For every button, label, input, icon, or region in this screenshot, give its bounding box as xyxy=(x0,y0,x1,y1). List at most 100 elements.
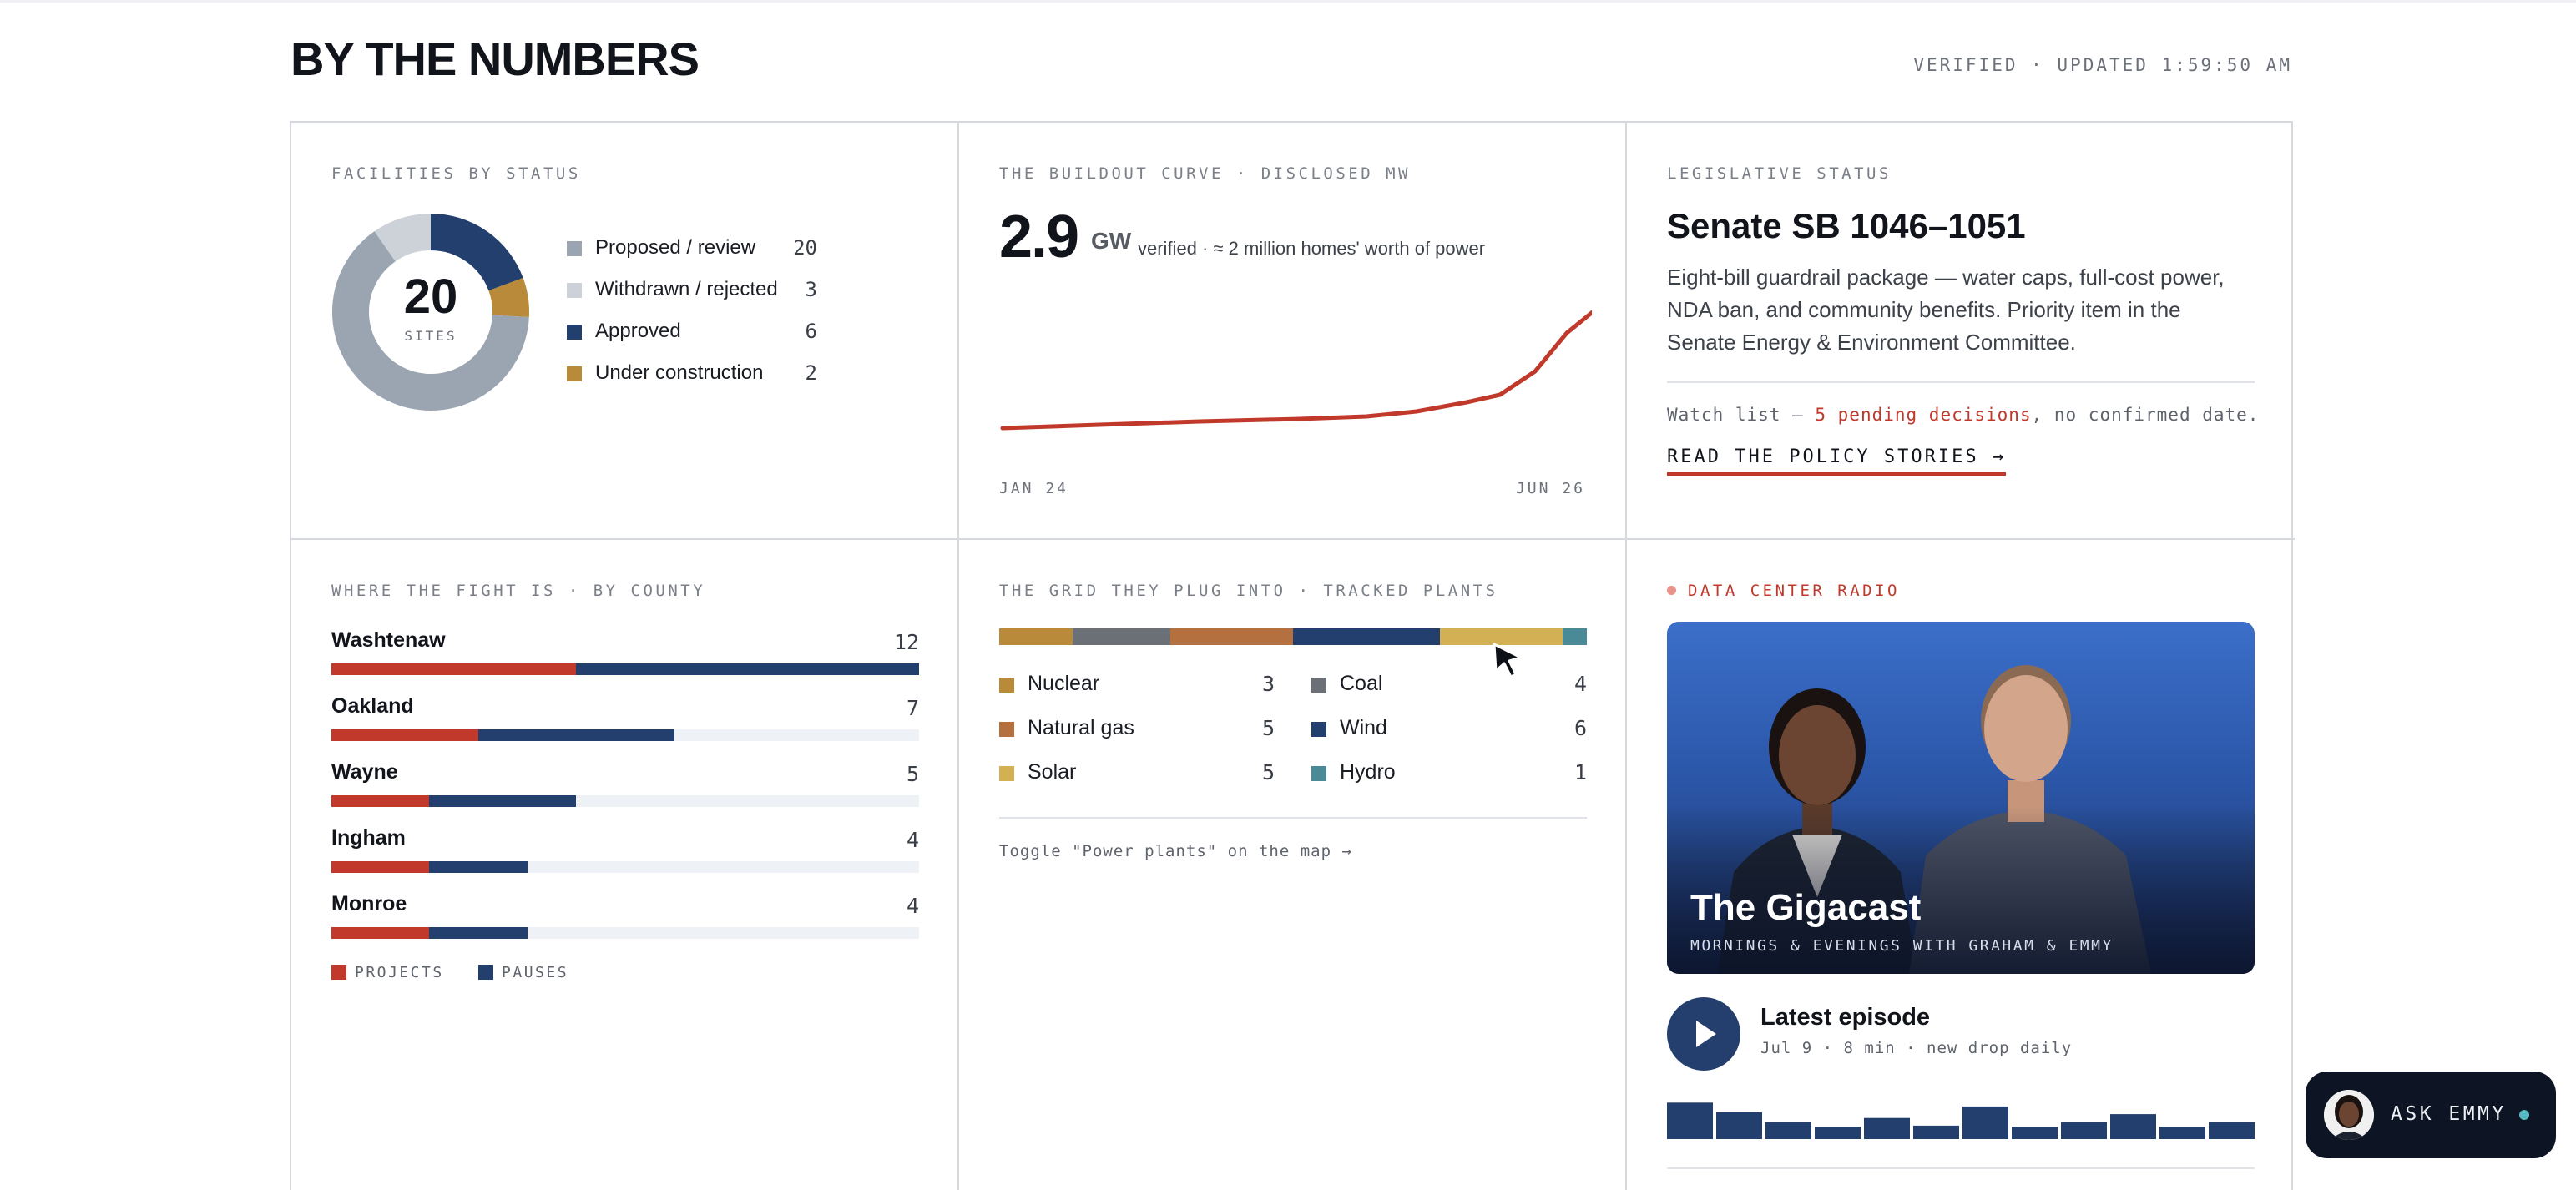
radio-card: DATA CENTER RADIO xyxy=(1627,540,2295,1190)
legend-label: PROJECTS xyxy=(355,964,444,981)
legend-label: PAUSES xyxy=(502,964,569,981)
legend-count: 2 xyxy=(805,361,817,385)
waveform-bar xyxy=(2209,1122,2255,1139)
facilities-legend: Proposed / review 20 Withdrawn / rejecte… xyxy=(567,236,817,403)
county-bar-track xyxy=(331,795,919,807)
waveform-bar xyxy=(2012,1127,2058,1139)
legend-item: Under construction 2 xyxy=(567,361,817,403)
legend-label: Proposed / review xyxy=(595,236,756,259)
plant-label: Coal xyxy=(1340,672,1383,695)
divider xyxy=(1667,381,2255,383)
legend-swatch xyxy=(567,366,582,381)
plant-swatch xyxy=(999,722,1014,737)
plant-label: Natural gas xyxy=(1028,716,1134,739)
waveform-bar xyxy=(1913,1125,1959,1139)
buildout-kicker: THE BUILDOUT CURVE · DISCLOSED MW xyxy=(999,164,1411,183)
county-projects-bar xyxy=(331,861,430,873)
show-hero[interactable]: The Gigacast MORNINGS & EVENINGS WITH GR… xyxy=(1667,622,2255,974)
waveform-bar xyxy=(1962,1106,2008,1139)
donut-chart xyxy=(332,214,529,411)
page-title: BY THE NUMBERS xyxy=(290,33,700,85)
legend-label: Approved xyxy=(595,320,681,342)
watch-suffix: , no confirmed date. xyxy=(2031,405,2260,425)
legend-label: Under construction xyxy=(595,361,764,384)
legend-item: PAUSES xyxy=(478,964,568,981)
axis-start-label: JAN 24 xyxy=(999,480,1069,497)
plant-legend-item: Wind 6 xyxy=(1311,716,1587,749)
toggle-power-plants-link[interactable]: Toggle "Power plants" on the map → xyxy=(999,842,1352,860)
legend-count: 6 xyxy=(805,320,817,343)
county-name: Monroe xyxy=(331,892,407,915)
top-rule xyxy=(0,0,2576,3)
plant-label: Hydro xyxy=(1340,760,1396,784)
county-row: Monroe 4 xyxy=(331,892,919,959)
donut-slice xyxy=(374,214,432,262)
county-projects-bar xyxy=(331,729,478,741)
radio-kicker-text: DATA CENTER RADIO xyxy=(1688,582,1900,600)
plant-segment xyxy=(1292,628,1440,645)
legend-swatch xyxy=(567,241,582,256)
plant-segment xyxy=(1562,628,1587,645)
waveform-bar xyxy=(1716,1112,1762,1139)
county-pauses-bar xyxy=(429,861,528,873)
county-legend: PROJECTS PAUSES xyxy=(331,964,592,981)
legend-item: Withdrawn / rejected 3 xyxy=(567,278,817,320)
show-title: The Gigacast xyxy=(1690,887,1922,928)
county-card: WHERE THE FIGHT IS · BY COUNTY Washtenaw… xyxy=(291,540,959,1190)
county-count: 4 xyxy=(906,828,919,852)
emmy-avatar xyxy=(2324,1090,2374,1140)
county-count: 12 xyxy=(893,630,919,654)
donut-slice xyxy=(332,231,529,411)
legend-count: 3 xyxy=(805,278,817,301)
play-button[interactable] xyxy=(1667,997,1740,1071)
plant-label: Solar xyxy=(1028,760,1077,784)
plant-swatch xyxy=(1311,766,1326,781)
hero-shade xyxy=(1667,807,2255,974)
read-policy-link[interactable]: READ THE POLICY STORIES → xyxy=(1667,446,2007,476)
episode-meta: Jul 9 · 8 min · new drop daily xyxy=(1760,1039,2073,1057)
plant-count: 1 xyxy=(1573,760,1587,784)
show-subtitle: MORNINGS & EVENINGS WITH GRAHAM & EMMY xyxy=(1690,937,2114,955)
plant-legend-item: Nuclear 3 xyxy=(999,672,1275,705)
county-bar-track xyxy=(331,729,919,741)
plant-swatch xyxy=(999,678,1014,693)
county-row: Ingham 4 xyxy=(331,826,919,893)
county-pauses-bar xyxy=(429,927,528,939)
county-pauses-bar xyxy=(429,795,577,807)
county-projects-bar xyxy=(331,795,430,807)
legislative-card: LEGISLATIVE STATUS Senate SB 1046–1051 E… xyxy=(1627,123,2295,540)
county-name: Washtenaw xyxy=(331,628,446,652)
plant-swatch xyxy=(1311,722,1326,737)
facilities-kicker: FACILITIES BY STATUS xyxy=(331,164,581,183)
mouse-cursor-icon xyxy=(1493,643,1523,678)
pending-decisions: 5 pending decisions xyxy=(1815,405,2032,425)
buildout-curve xyxy=(1000,310,1592,431)
donut-slice xyxy=(488,278,529,317)
ask-emmy-button[interactable]: ASK EMMY xyxy=(2306,1072,2556,1158)
buildout-card: THE BUILDOUT CURVE · DISCLOSED MW 2.9 GW… xyxy=(959,123,1627,540)
legend-count: 20 xyxy=(793,236,817,260)
plant-segment xyxy=(1170,628,1293,645)
plant-count: 6 xyxy=(1573,716,1587,740)
plant-count: 3 xyxy=(1261,672,1275,696)
legend-swatch xyxy=(478,965,494,980)
plant-legend-item: Hydro 1 xyxy=(1311,760,1587,794)
county-bar-track xyxy=(331,861,919,873)
waveform-bar xyxy=(2110,1114,2156,1139)
county-pauses-bar xyxy=(576,663,919,675)
online-status-icon xyxy=(2519,1110,2529,1120)
episode-waveform[interactable] xyxy=(1667,1099,2255,1139)
legend-swatch xyxy=(331,965,346,980)
plant-segment xyxy=(1073,628,1171,645)
buildout-unit: GW xyxy=(1091,228,1132,254)
buildout-value: 2.9 xyxy=(999,204,1079,270)
legend-item: Approved 6 xyxy=(567,320,817,361)
plant-segment xyxy=(999,628,1073,645)
county-pauses-bar xyxy=(478,729,674,741)
buildout-note: verified · ≈ 2 million homes' worth of p… xyxy=(1138,238,1486,259)
waveform-bar xyxy=(2159,1127,2205,1139)
county-projects-bar xyxy=(331,927,430,939)
play-icon xyxy=(1696,1021,1716,1047)
radio-kicker: DATA CENTER RADIO xyxy=(1667,582,1900,600)
ask-emmy-label: ASK EMMY xyxy=(2391,1103,2507,1125)
